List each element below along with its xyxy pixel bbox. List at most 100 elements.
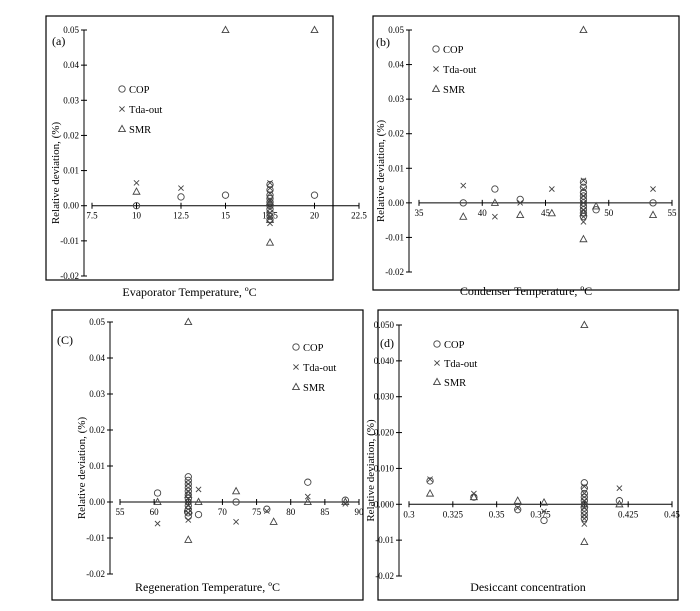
data-point [490,198,500,206]
data-point [580,218,587,225]
y-tick-label: 0.02 [388,129,404,139]
data-point [579,192,588,200]
x-tick-label: 85 [320,507,330,517]
data-point [460,182,467,189]
data-point [425,488,435,497]
data-point [580,537,589,545]
y-tick-label: 0.040 [374,356,395,366]
y-tick-label: 0.02 [89,425,105,435]
data-point [184,535,193,543]
legend-marker [118,85,126,93]
panel-label: (a) [52,34,65,48]
data-point [265,215,275,223]
data-point [580,320,589,329]
series-smr [425,320,624,545]
data-point [516,195,524,204]
panel-frame [45,15,334,281]
x-tick-label: 15 [221,211,231,221]
legend-marker [293,364,299,370]
y-tick-label: -0.01 [385,232,404,242]
chart-panel-d: -0.02 -0.01 0.000 0.010 0.020 0.030 0.040 0.050… [365,309,680,601]
panel-label: (C) [57,333,73,347]
legend-entry: COP [303,343,324,354]
data-point [540,516,548,525]
data-point [649,199,657,207]
legend-marker [119,106,125,112]
data-point [304,478,312,486]
y-axis-title: Relative deviation, (%) [365,419,377,522]
legend-entry: Tda-out [443,65,476,76]
data-point [592,206,600,214]
data-point [265,197,275,206]
data-point [267,190,273,197]
y-axis-title: Relative deviation, (%) [50,122,62,225]
y-axis-title: Relative deviation, (%) [76,417,88,520]
data-point [267,209,273,216]
data-point [177,193,185,201]
data-point [185,509,192,516]
y-tick-label: 0.02 [63,130,79,140]
data-point [514,506,522,514]
x-tick-label: 50 [604,208,614,218]
y-tick-label: 0.01 [89,461,105,471]
data-point [514,504,521,511]
x-tick-label: 12.5 [173,211,189,221]
chart-panel-b: -0.02 -0.01 0.00 0.01 0.02 0.03 0.04 0.05 35 40 45… [372,15,680,298]
data-point [580,499,589,508]
y-tick-label: 0.03 [388,94,404,104]
data-point [184,480,192,488]
data-point [185,517,192,523]
legend-marker [291,382,301,391]
data-point [263,508,270,514]
legend-marker [292,343,300,351]
data-point [132,202,141,210]
legend-entry: Tda-out [129,105,162,116]
y-tick-label: 0.010 [374,463,395,473]
y-tick-label: 0.000 [374,499,395,509]
x-tick-label: 60 [150,507,160,517]
data-point [581,521,588,527]
data-point [267,179,273,186]
data-point [469,492,479,501]
data-point [310,25,319,34]
panel-label: (b) [376,35,390,49]
data-point [580,504,588,512]
data-point [233,518,240,525]
x-tick-label: 35 [415,208,425,218]
data-point [194,497,203,506]
data-point [194,510,203,519]
data-point [491,185,499,193]
data-point [580,489,588,498]
data-point [579,208,588,217]
data-point [579,213,588,221]
x-tick-label: 0.425 [618,509,639,519]
legend-marker [433,340,441,348]
panel-frame [372,15,680,291]
data-point [267,185,273,192]
data-point [185,495,192,502]
data-point [427,476,433,483]
data-point [539,497,549,506]
data-point [580,199,587,206]
data-point [580,484,588,492]
legend-entry: SMR [443,85,465,96]
data-point [580,497,588,505]
series-smr [459,25,658,243]
data-point [153,497,162,506]
y-tick-label: 0.00 [63,201,79,211]
data-point [579,178,588,186]
data-point [459,212,468,220]
y-tick-label: 0.050 [374,320,395,330]
data-point [267,220,273,227]
x-tick-label: 40 [478,208,488,218]
data-point [580,193,587,199]
data-point [516,210,525,219]
data-point [185,502,192,509]
y-tick-label: 0.05 [63,25,79,35]
y-tick-label: 0.03 [89,389,105,399]
series-tda-out [154,481,349,527]
y-tick-label: 0.01 [388,163,404,173]
panel-label: (d) [380,336,394,350]
x-tick-label: 70 [218,507,228,517]
